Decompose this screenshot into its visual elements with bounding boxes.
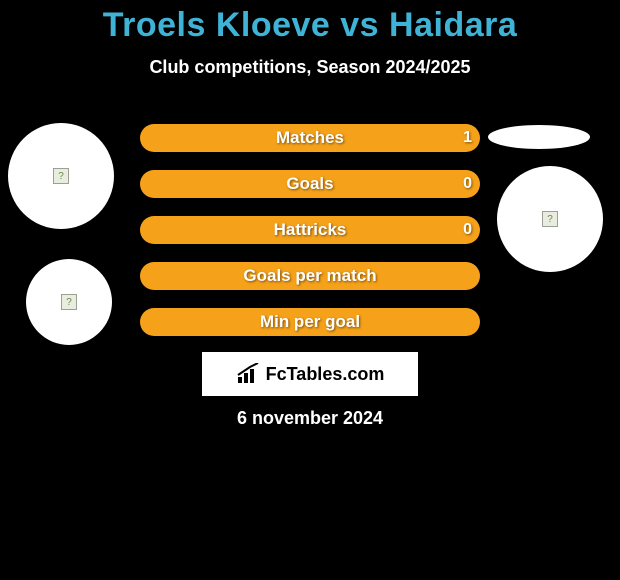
bar-value: 0 xyxy=(463,170,472,198)
footer-date: 6 november 2024 xyxy=(0,408,620,429)
player-circle-right: ? xyxy=(497,166,603,272)
bar-row-min-per-goal: Min per goal xyxy=(140,308,480,336)
player-circle-left-bottom: ? xyxy=(26,259,112,345)
page-title: Troels Kloeve vs Haidara xyxy=(0,0,620,45)
chart-icon xyxy=(236,363,262,385)
bar-row-goals-per-match: Goals per match xyxy=(140,262,480,290)
placeholder-icon: ? xyxy=(53,168,69,184)
bar-label: Goals per match xyxy=(140,262,480,290)
bar-value: 0 xyxy=(463,216,472,244)
placeholder-icon: ? xyxy=(61,294,77,310)
placeholder-icon: ? xyxy=(542,211,558,227)
subtitle: Club competitions, Season 2024/2025 xyxy=(0,57,620,78)
bar-label: Goals xyxy=(140,170,480,198)
bar-label: Hattricks xyxy=(140,216,480,244)
player-circle-left-top: ? xyxy=(8,123,114,229)
bar-label: Min per goal xyxy=(140,308,480,336)
ellipse-decor xyxy=(488,125,590,149)
bar-value: 1 xyxy=(463,124,472,152)
brand-text: FcTables.com xyxy=(266,364,385,385)
bar-label: Matches xyxy=(140,124,480,152)
bar-row-goals: Goals 0 xyxy=(140,170,480,198)
brand-box: FcTables.com xyxy=(202,352,418,396)
stat-bars: Matches 1 Goals 0 Hattricks 0 Goals per … xyxy=(140,124,480,354)
bar-row-matches: Matches 1 xyxy=(140,124,480,152)
bar-row-hattricks: Hattricks 0 xyxy=(140,216,480,244)
